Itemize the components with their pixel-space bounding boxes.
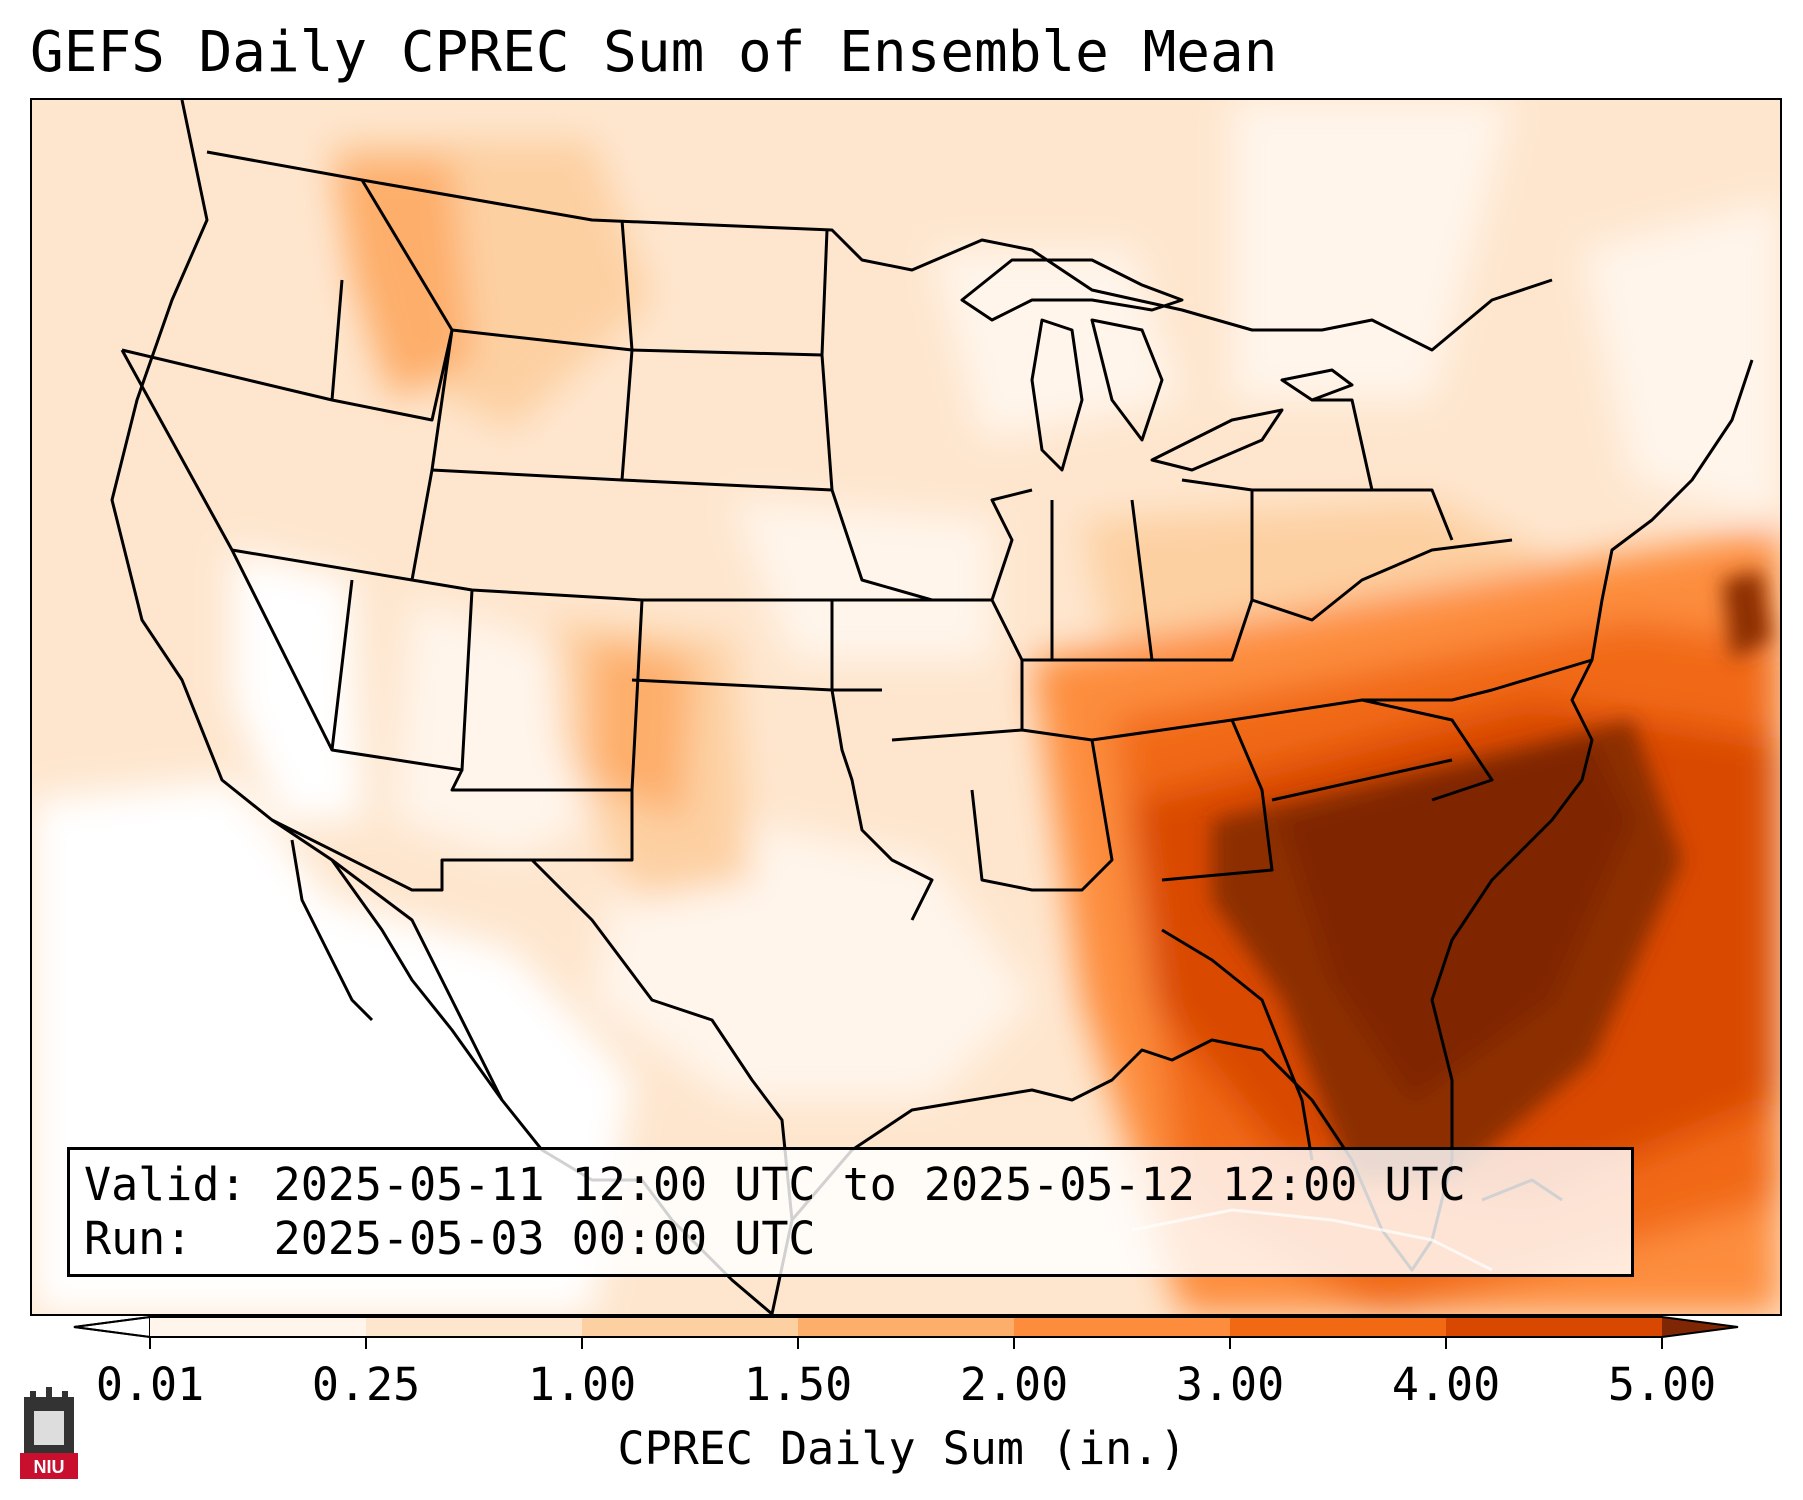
colorbar-frame <box>73 1316 1739 1338</box>
colorbar-under-arrow <box>73 1315 151 1339</box>
lake-michigan <box>1030 318 1084 472</box>
valid-label: Valid: <box>84 1158 247 1211</box>
run-label: Run: <box>84 1212 193 1265</box>
colorbar-tick-label: 2.00 <box>959 1358 1069 1411</box>
colorbar-tick-label: 0.01 <box>95 1358 205 1411</box>
lake-erie <box>1150 408 1284 472</box>
niu-logo: NIU <box>20 1387 78 1479</box>
colorbar-tick-label: 0.25 <box>311 1358 421 1411</box>
map-title: GEFS Daily CPREC Sum of Ensemble Mean <box>30 20 1278 85</box>
colorbar-segment <box>1014 1317 1231 1337</box>
colorbar-ticks <box>149 1337 1663 1349</box>
valid-value: 2025-05-11 12:00 UTC to 2025-05-12 12:00… <box>273 1158 1466 1211</box>
colorbar-tick-label: 4.00 <box>1391 1358 1501 1411</box>
logo-text: NIU <box>34 1457 65 1477</box>
baja <box>290 839 374 1022</box>
lake-ontario <box>1280 368 1354 402</box>
precipitation-map <box>30 98 1782 1316</box>
precip-core <box>1212 570 1772 1180</box>
colorbar-segment <box>798 1317 1015 1337</box>
lake-superior <box>960 258 1184 322</box>
colorbar-segment <box>1230 1317 1447 1337</box>
colorbar-tick-label: 1.00 <box>527 1358 637 1411</box>
florida <box>1161 928 1314 1161</box>
colorbar-segment <box>150 1317 367 1337</box>
colorbar-over-arrow <box>1662 1317 1738 1337</box>
precip-field <box>32 100 1780 1314</box>
valid-row: Valid: 2025-05-11 12:00 UTC to 2025-05-1… <box>84 1158 1617 1212</box>
colorbar-label: CPREC Daily Sum (in.) <box>617 1422 1187 1475</box>
colorbar-tick-label: 1.50 <box>743 1358 853 1411</box>
colorbar-segments <box>73 1315 1739 1339</box>
colorbar-tick-label: 5.00 <box>1607 1358 1717 1411</box>
validity-box: Valid: 2025-05-11 12:00 UTC to 2025-05-1… <box>67 1147 1634 1277</box>
canada-border <box>206 150 1553 352</box>
mexico-coast <box>330 859 504 1101</box>
run-row: Run: 2025-05-03 00:00 UTC <box>84 1212 1617 1266</box>
mexico-border <box>271 818 794 1221</box>
colorbar-tick-label: 3.00 <box>1175 1358 1285 1411</box>
map-canvas <box>32 100 1780 1314</box>
state-lines <box>120 179 1593 921</box>
run-value: 2025-05-03 00:00 UTC <box>273 1212 816 1265</box>
colorbar-segment <box>366 1317 583 1337</box>
lake-huron <box>1090 318 1164 442</box>
colorbar-segment <box>582 1317 799 1337</box>
colorbar-segment <box>1446 1317 1663 1337</box>
